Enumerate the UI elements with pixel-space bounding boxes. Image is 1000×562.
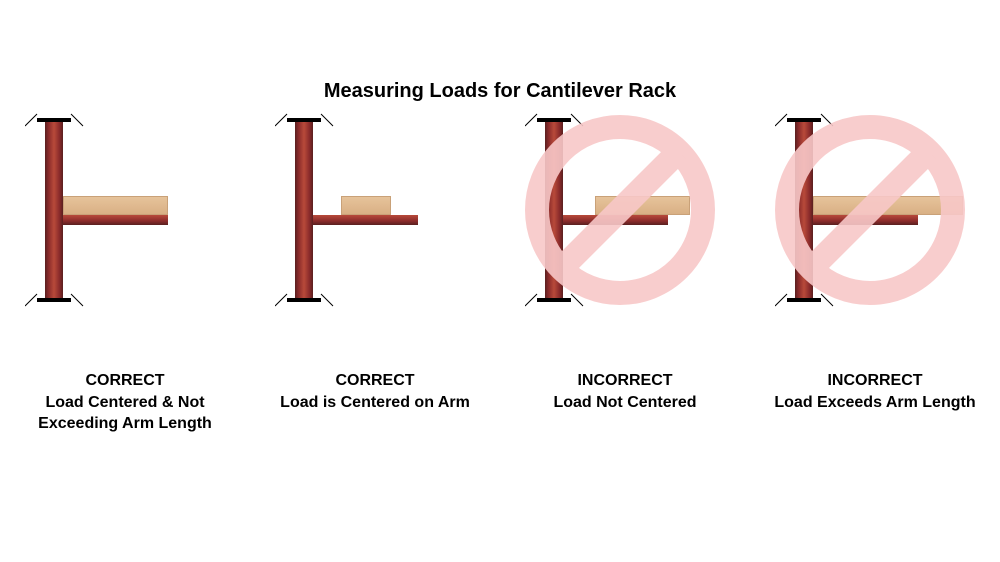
diagram-incorrect-not-centered — [525, 110, 725, 310]
prohibited-icon — [525, 115, 715, 305]
prohibited-icon — [775, 115, 965, 305]
diagram-correct-centered-small — [275, 110, 475, 310]
diagram-incorrect-exceeds — [775, 110, 975, 310]
panels-row: CORRECT Load Centered & Not Exceeding Ar… — [0, 110, 1000, 410]
diagram-correct-centered-full — [25, 110, 225, 310]
load-block — [341, 196, 391, 215]
panel-correct-centered-full: CORRECT Load Centered & Not Exceeding Ar… — [0, 110, 250, 435]
caption-incorrect-exceeds: INCORRECT Load Exceeds Arm Length — [774, 370, 975, 413]
load-block — [63, 196, 168, 215]
caption-correct-centered-full: CORRECT Load Centered & Not Exceeding Ar… — [38, 370, 212, 435]
panel-incorrect-not-centered: INCORRECT Load Not Centered — [500, 110, 750, 413]
panel-incorrect-exceeds: INCORRECT Load Exceeds Arm Length — [750, 110, 1000, 413]
caption-incorrect-not-centered: INCORRECT Load Not Centered — [553, 370, 696, 413]
panel-correct-centered-small: CORRECT Load is Centered on Arm — [250, 110, 500, 413]
caption-correct-centered-small: CORRECT Load is Centered on Arm — [280, 370, 470, 413]
page-title: Measuring Loads for Cantilever Rack — [0, 80, 1000, 103]
